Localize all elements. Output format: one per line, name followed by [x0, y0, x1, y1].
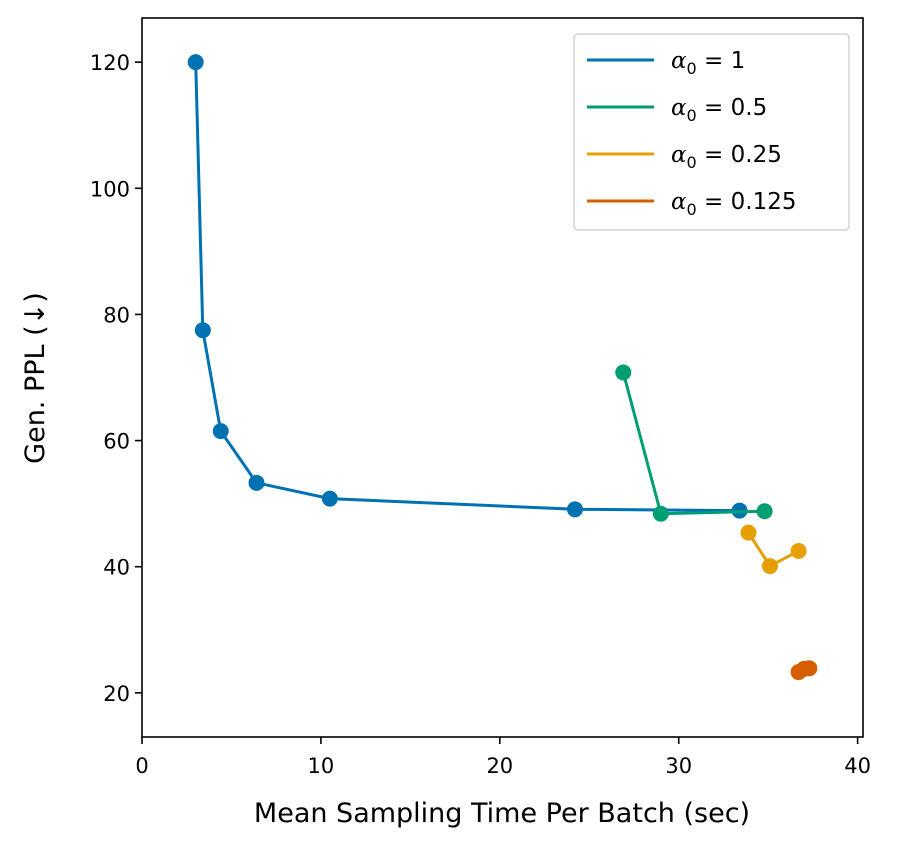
data-point	[248, 474, 265, 491]
y-tick-label: 40	[103, 556, 130, 580]
legend-symbol: α	[671, 95, 687, 121]
x-tick-label: 40	[844, 754, 871, 778]
legend-equals: =	[697, 95, 731, 121]
y-tick-label: 80	[103, 303, 130, 327]
series-4	[790, 660, 818, 681]
x-axis-ticks: 0 10 20 30 40	[135, 737, 871, 778]
data-point	[790, 542, 807, 559]
series-layer	[187, 54, 818, 681]
legend-label: α0 = 0.5	[671, 95, 767, 125]
data-point	[566, 501, 583, 518]
plot-frame	[141, 17, 864, 738]
data-point	[761, 558, 778, 575]
series-3	[740, 524, 807, 575]
legend-subscript: 0	[687, 106, 697, 125]
legend-equals: =	[697, 189, 731, 215]
y-tick-label: 100	[90, 177, 130, 201]
legend-equals: =	[697, 142, 731, 168]
y-tick-label: 60	[103, 430, 130, 454]
legend-value: 0.125	[731, 189, 797, 215]
legend-subscript: 0	[687, 153, 697, 172]
legend-symbol: α	[671, 189, 687, 215]
x-axis-title: Mean Sampling Time Per Batch (sec)	[254, 798, 750, 829]
x-tick-label: 20	[486, 754, 513, 778]
legend-label: α0 = 1	[671, 48, 745, 78]
legend-value: 0.5	[731, 95, 768, 121]
y-tick-label: 20	[103, 682, 130, 706]
legend-value: 0.25	[731, 142, 782, 168]
data-point	[756, 503, 773, 520]
legend-box	[573, 33, 850, 231]
data-point	[740, 524, 757, 541]
data-point	[801, 660, 818, 677]
legend-label: α0 = 0.125	[671, 189, 797, 219]
legend-equals: =	[697, 48, 731, 74]
y-axis-ticks: 20 40 60 80 100 120	[90, 51, 142, 706]
x-tick-label: 30	[665, 754, 692, 778]
data-point	[321, 490, 338, 507]
x-tick-label: 10	[308, 754, 335, 778]
data-point	[652, 505, 669, 522]
legend-value: 1	[731, 48, 746, 74]
data-point	[212, 423, 229, 440]
data-point	[194, 322, 211, 339]
data-point	[615, 364, 632, 381]
data-point	[187, 54, 204, 71]
x-tick-label: 0	[135, 754, 148, 778]
legend-label: α0 = 0.25	[671, 142, 782, 172]
y-axis-title: Gen. PPL (↓)	[20, 292, 51, 464]
legend-subscript: 0	[687, 59, 697, 78]
legend-symbol: α	[671, 142, 687, 168]
series-1	[187, 54, 748, 519]
legend-symbol: α	[671, 48, 687, 74]
legend-subscript: 0	[687, 200, 697, 219]
y-tick-label: 120	[90, 51, 130, 75]
series-2	[615, 364, 773, 522]
